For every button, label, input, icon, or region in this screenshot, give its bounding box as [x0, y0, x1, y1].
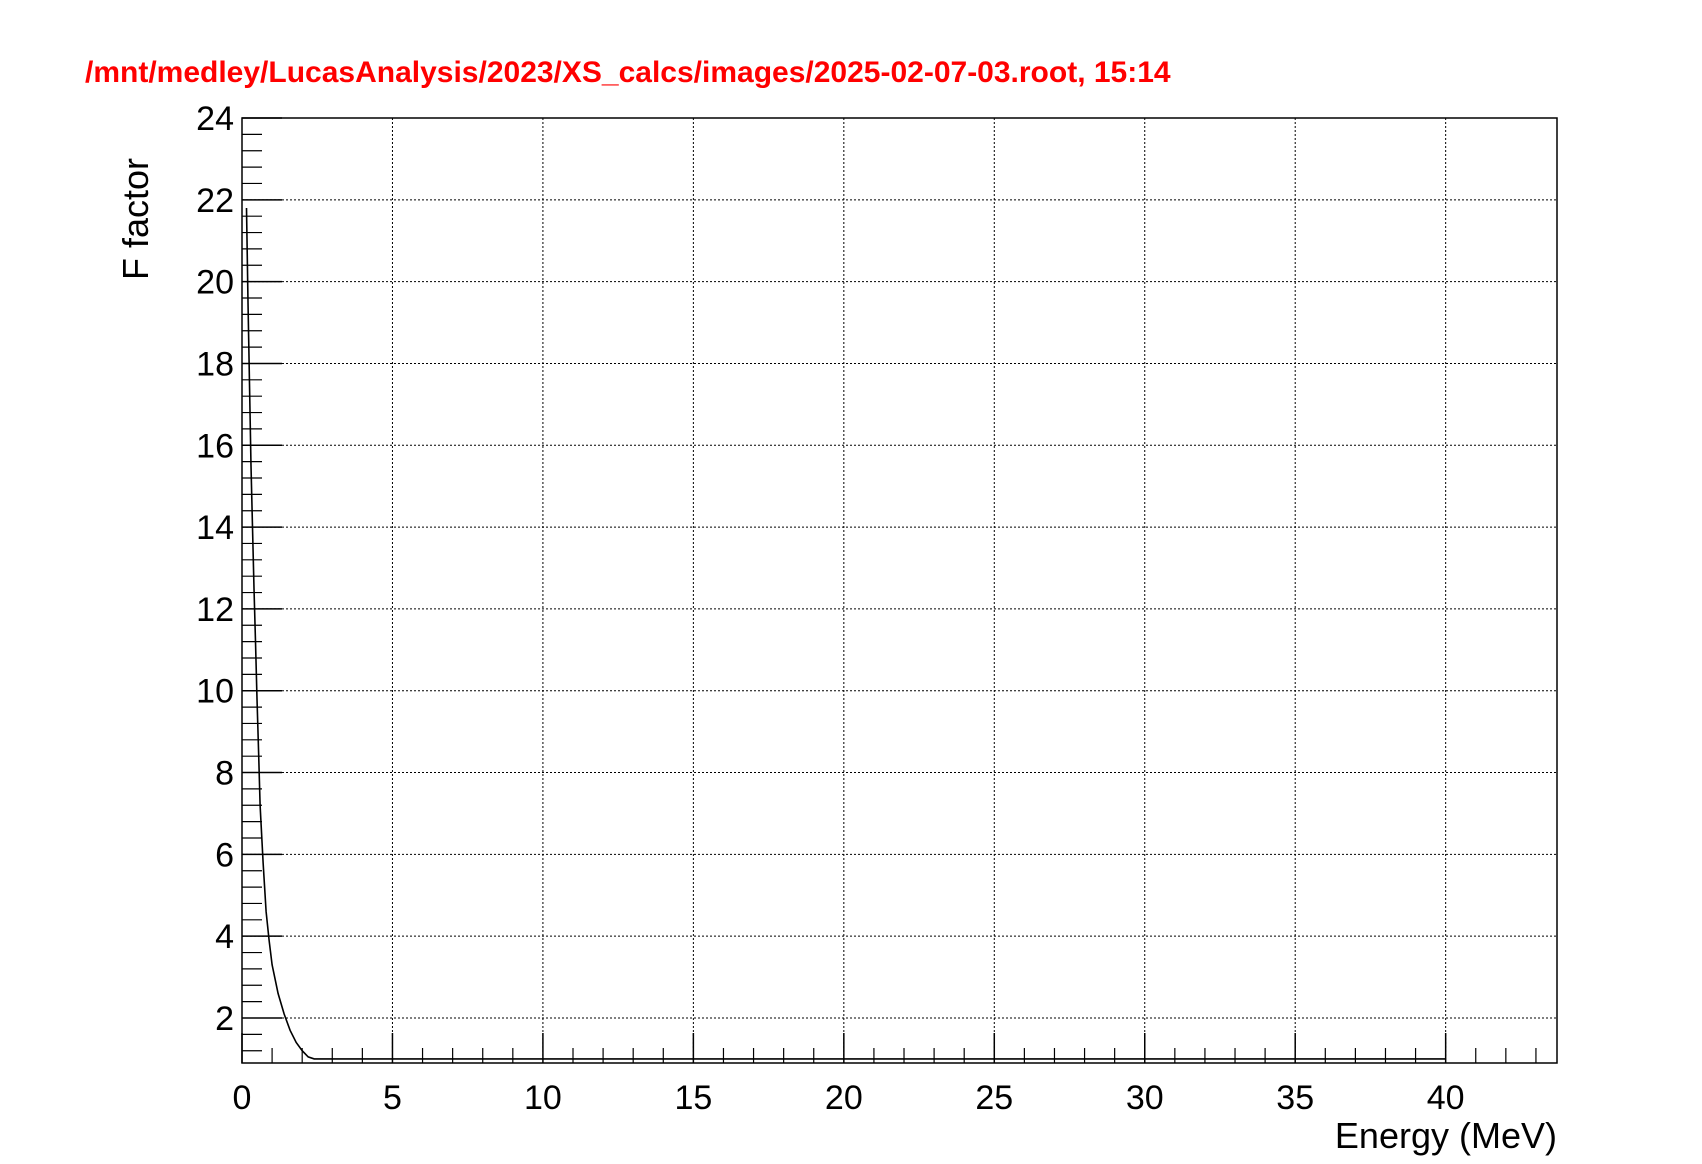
axis-ticks — [241, 117, 1537, 1063]
y-tick-label: 4 — [215, 918, 234, 956]
y-tick-label: 18 — [196, 345, 234, 383]
x-tick-label: 0 — [233, 1079, 252, 1117]
x-tick-label: 20 — [825, 1079, 863, 1117]
y-tick-label: 6 — [215, 836, 234, 874]
x-tick-label: 30 — [1126, 1079, 1164, 1117]
y-tick-label: 20 — [196, 264, 234, 302]
x-tick-label: 40 — [1427, 1079, 1465, 1117]
y-tick-label: 16 — [196, 427, 234, 465]
y-tick-label: 10 — [196, 673, 234, 711]
y-tick-label: 12 — [196, 591, 234, 629]
grid — [242, 118, 1557, 1063]
chart-title: /mnt/medley/LucasAnalysis/2023/XS_calcs/… — [85, 56, 1171, 89]
y-tick-label: 24 — [196, 100, 234, 138]
x-tick-label: 5 — [383, 1079, 402, 1117]
y-tick-label: 2 — [215, 1000, 234, 1038]
y-axis-title: F factor — [115, 158, 156, 280]
y-tick-label: 22 — [196, 182, 234, 220]
series-line — [245, 207, 1446, 1060]
x-tick-label: 15 — [674, 1079, 712, 1117]
y-tick-label: 14 — [196, 509, 234, 547]
x-tick-label: 25 — [975, 1079, 1013, 1117]
x-tick-label: 10 — [524, 1079, 562, 1117]
x-axis-title: Energy (MeV) — [1335, 1115, 1557, 1156]
y-tick-label: 8 — [215, 755, 234, 793]
x-tick-label: 35 — [1276, 1079, 1314, 1117]
series-layer — [245, 207, 1446, 1060]
plot-frame — [241, 117, 1558, 1064]
